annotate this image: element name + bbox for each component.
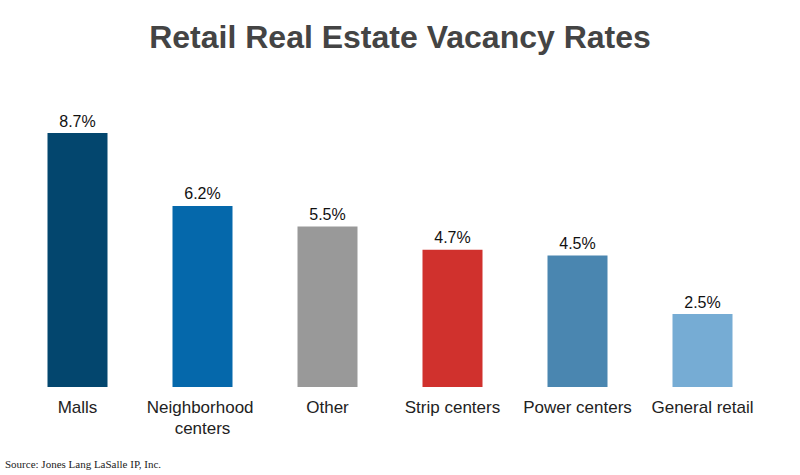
svg-text:Source: Jones Lang LaSalle IP,: Source: Jones Lang LaSalle IP, Inc. xyxy=(5,458,161,470)
svg-text:Strip centers: Strip centers xyxy=(405,398,500,417)
svg-text:6.2%: 6.2% xyxy=(184,185,220,202)
svg-text:Neighborhood: Neighborhood xyxy=(147,398,259,417)
svg-text:2.5%: 2.5% xyxy=(684,294,720,311)
svg-text:Power centers: Power centers xyxy=(523,398,632,417)
svg-text:4.5%: 4.5% xyxy=(559,235,595,252)
svg-text:5.5%: 5.5% xyxy=(309,206,345,223)
svg-text:4.7%: 4.7% xyxy=(434,229,470,246)
svg-text:8.7%: 8.7% xyxy=(59,113,95,130)
svg-text:General retail: General retail xyxy=(651,398,753,417)
svg-text:Other: Other xyxy=(306,398,349,417)
svg-text:Malls: Malls xyxy=(58,398,98,417)
svg-text:centers: centers xyxy=(175,419,231,438)
svg-text:Retail Real Estate Vacancy Rat: Retail Real Estate Vacancy Rates xyxy=(149,19,651,55)
